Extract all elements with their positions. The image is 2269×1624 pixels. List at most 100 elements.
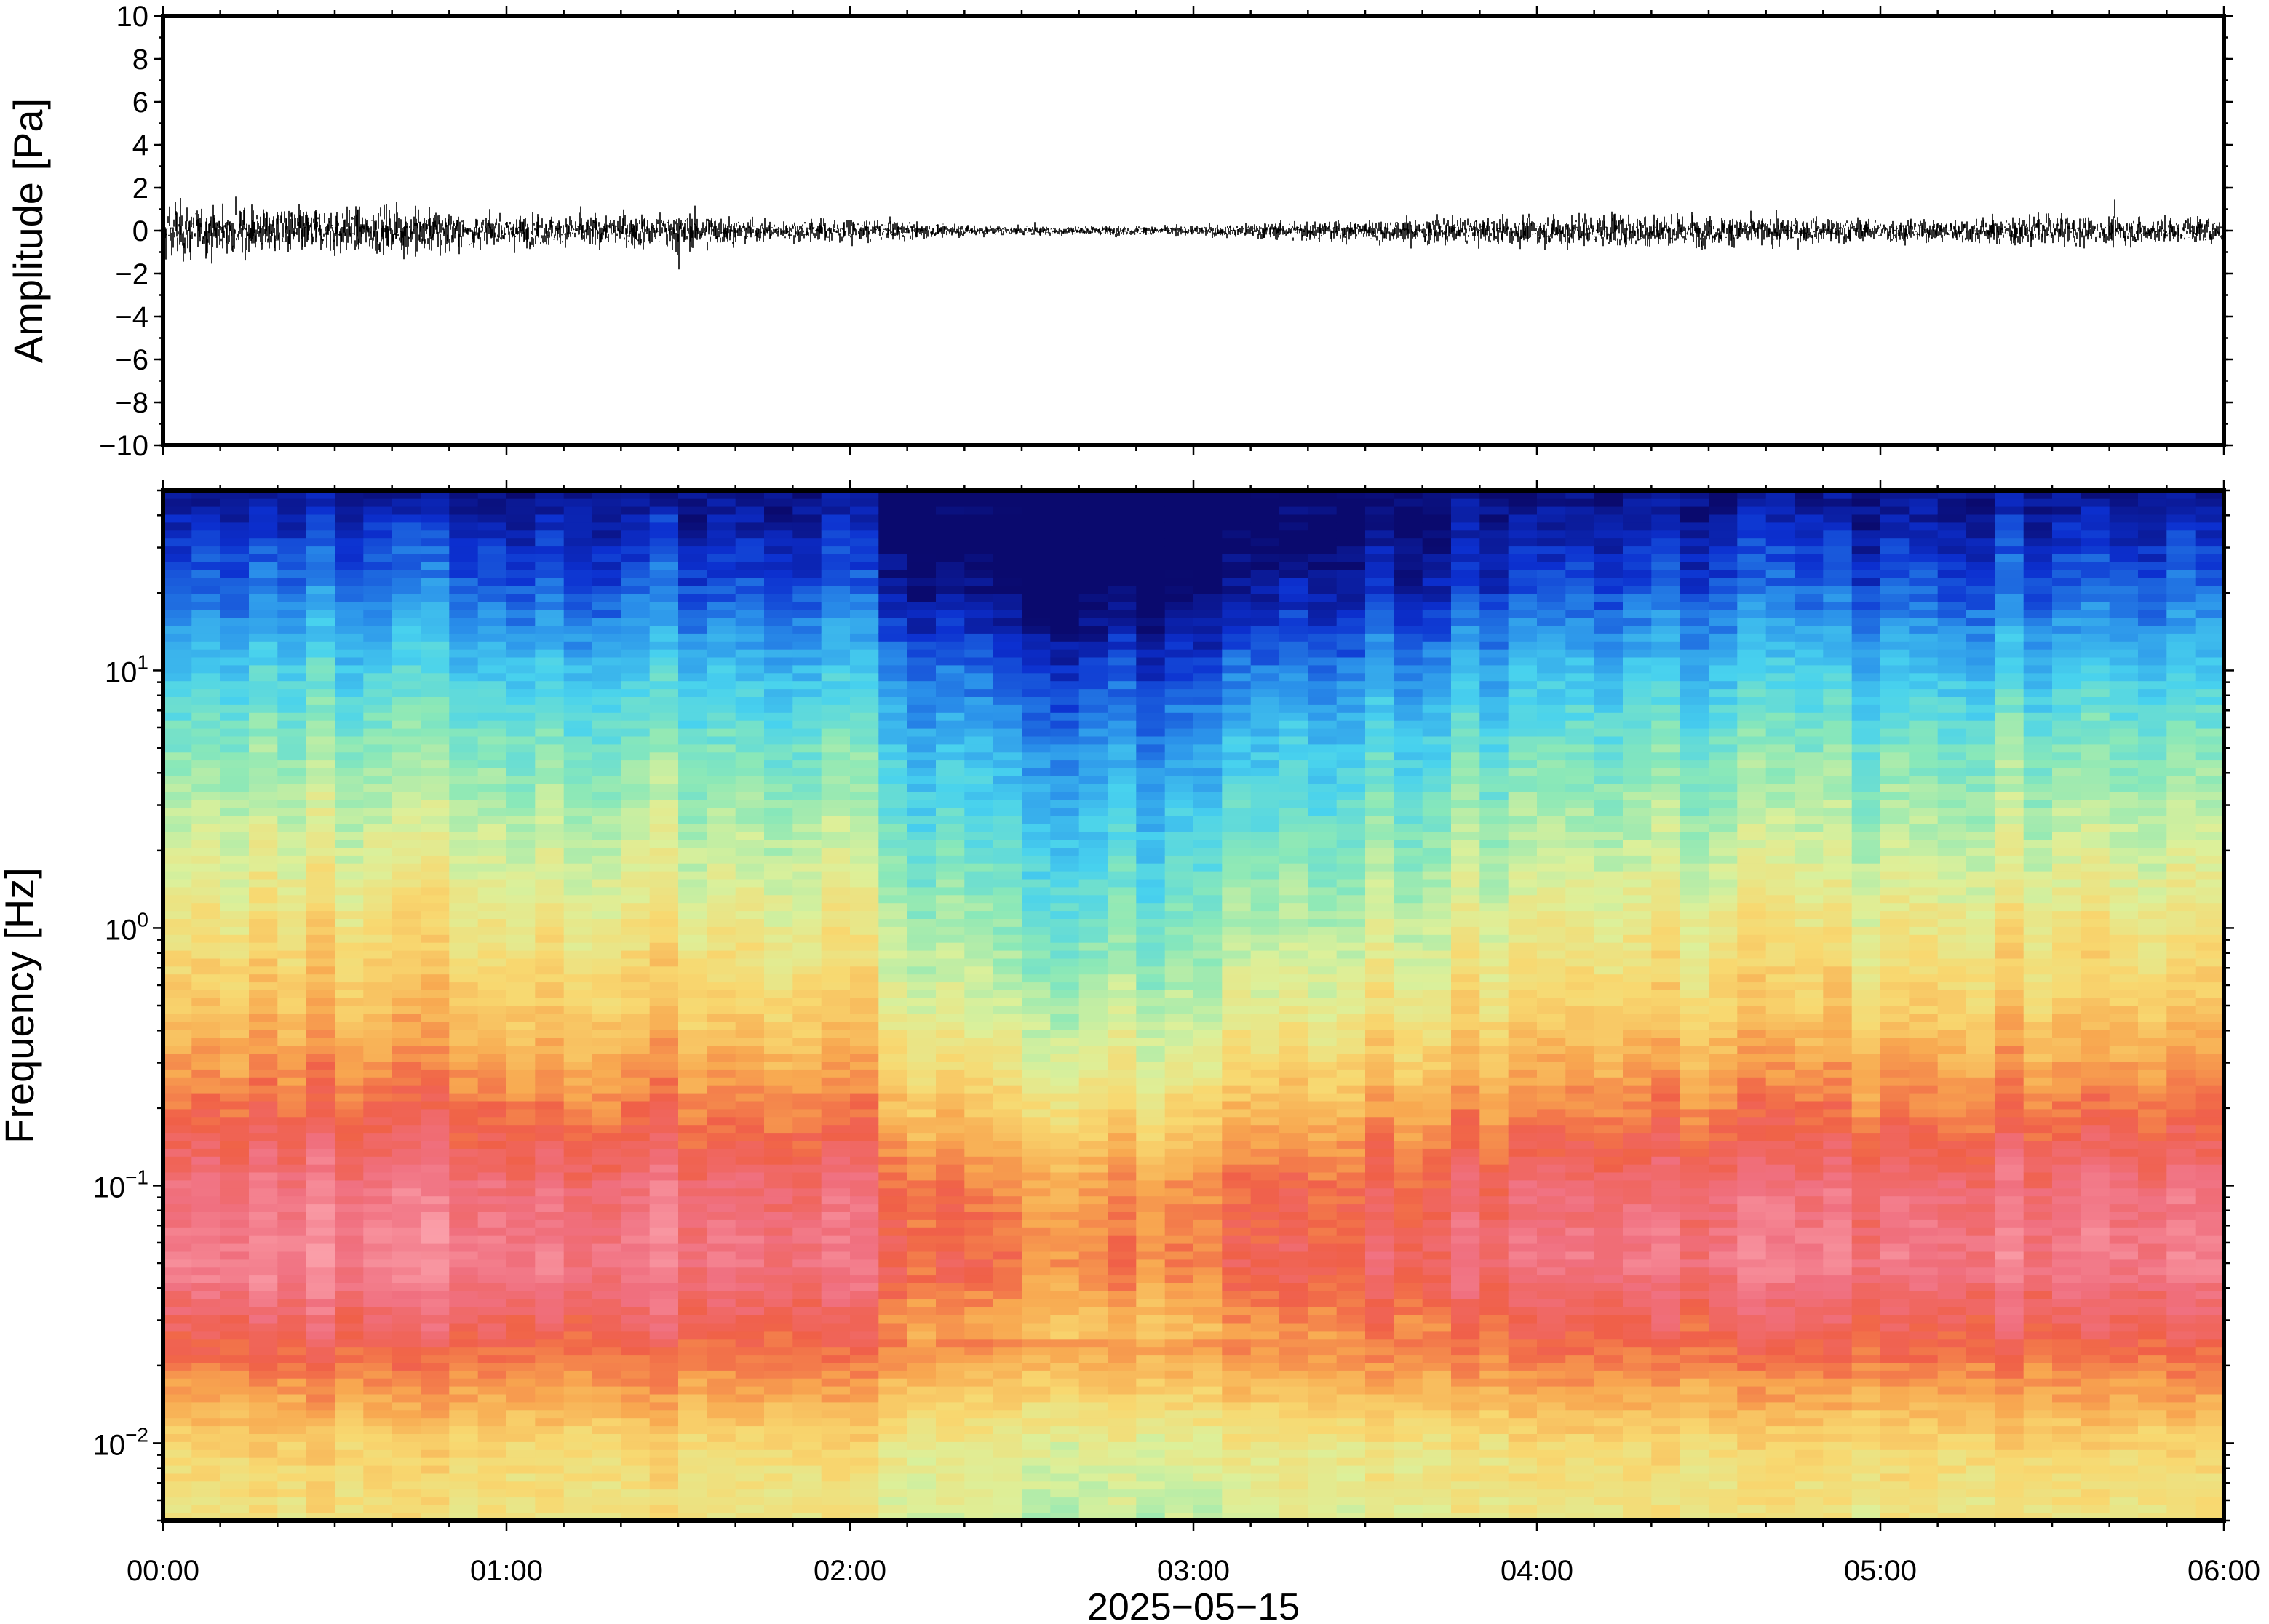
spectrogram-cell [335, 1251, 365, 1260]
spectrogram-cell [277, 807, 307, 816]
spectrogram-cell [678, 593, 708, 602]
spectrogram-cell [878, 768, 908, 776]
spectrogram-cell [249, 982, 279, 990]
spectrogram-cell [191, 1330, 221, 1340]
spectrogram-cell [449, 1006, 479, 1014]
spectrogram-cell [907, 791, 937, 800]
spectrogram-cell [1050, 1377, 1080, 1387]
spectrogram-cell [1078, 1187, 1108, 1197]
spectrogram-cell [449, 1195, 479, 1205]
spectrogram-cell [277, 546, 307, 554]
spectrogram-cell [277, 585, 307, 594]
spectrogram-cell [421, 562, 450, 570]
spectrogram-cell [764, 656, 794, 666]
spectrogram-cell [191, 1465, 221, 1474]
spectrogram-cell [449, 1505, 479, 1513]
spectrogram-cell [1136, 530, 1166, 539]
spectrogram-cell [163, 1021, 193, 1030]
spectrogram-cell [964, 815, 994, 824]
spectrogram-cell [563, 712, 593, 721]
spectrogram-cell [306, 926, 335, 935]
spectrogram-cell [850, 1243, 880, 1252]
spectrogram-cell [678, 752, 708, 761]
spectrogram-cell [249, 1108, 279, 1118]
spectrogram-cell [449, 990, 479, 998]
spectrogram-cell [220, 736, 250, 745]
spectrogram-cell [191, 784, 221, 792]
spectrogram-cell [649, 696, 679, 705]
spectrogram-cell [649, 1283, 679, 1291]
spectrogram-cell [449, 1203, 479, 1212]
spectrogram-cell [707, 601, 736, 610]
spectrogram-cell [678, 1314, 708, 1324]
spectrogram-cell [477, 530, 507, 539]
spectrogram-cell [993, 1140, 1022, 1149]
spectrogram-cell [220, 1029, 250, 1038]
spectrogram-cell [1164, 554, 1194, 562]
spectrogram-cell [821, 1013, 851, 1022]
spectrogram-cell [764, 1370, 794, 1379]
spectrogram-cell [392, 1433, 421, 1442]
spectrogram-cell [449, 784, 479, 792]
spectrogram-cell [563, 1433, 593, 1442]
spectrogram-cell [421, 680, 450, 690]
spectrogram-cell [1136, 1045, 1166, 1054]
spectrogram-cell [477, 791, 507, 800]
spectrogram-cell [678, 744, 708, 753]
spectrogram-cell [1022, 934, 1052, 943]
spectrogram-cell [792, 704, 822, 713]
spectrogram-cell [220, 1377, 250, 1387]
spectrogram-cell [1193, 1227, 1223, 1236]
spectrogram-cell [1193, 1116, 1223, 1126]
spectrogram-cell [220, 1417, 250, 1427]
spectrogram-cell [1050, 609, 1080, 618]
spectrogram-cell [1078, 1465, 1108, 1474]
spectrogram-cell [678, 728, 708, 737]
spectrogram-cell [592, 926, 622, 935]
spectrogram-cell [421, 918, 450, 927]
spectrogram-cell [277, 760, 307, 768]
spectrogram-cell [764, 585, 794, 594]
spectrogram-cell [792, 593, 822, 602]
spectrogram-cell [964, 839, 994, 848]
spectrogram-cell [1108, 530, 1137, 539]
spectrogram-cell [306, 609, 335, 618]
spectrogram-cell [964, 498, 994, 507]
spectrogram-cell [764, 760, 794, 768]
spectrogram-cell [621, 530, 651, 539]
spectrogram-cell [535, 815, 565, 824]
spectrogram-cell [649, 1132, 679, 1141]
spectrogram-cell [392, 1306, 421, 1315]
spectrogram-cell [936, 554, 966, 562]
spectrogram-cell [249, 704, 279, 713]
spectrogram-cell [907, 870, 937, 880]
spectrogram-cell [735, 744, 765, 753]
spectrogram-cell [563, 958, 593, 967]
spectrogram-cell [1108, 1441, 1137, 1450]
spectrogram-cell [850, 894, 880, 904]
spectrogram-cell [964, 696, 994, 705]
spectrogram-cell [678, 569, 708, 578]
spectrogram-cell [163, 1457, 193, 1466]
spectrogram-cell [249, 1275, 279, 1283]
spectrogram-cell [563, 1124, 593, 1134]
spectrogram-cell [678, 878, 708, 888]
spectrogram-cell [649, 625, 679, 634]
spectrogram-cell [1050, 1267, 1080, 1276]
spectrogram-cell [392, 855, 421, 864]
spectrogram-cell [477, 847, 507, 856]
spectrogram-cell [936, 1409, 966, 1419]
spectrogram-cell [821, 1338, 851, 1348]
spectrogram-cell [220, 1370, 250, 1379]
spectrogram-cell [735, 1124, 765, 1134]
spectrogram-cell [421, 1108, 450, 1118]
spectrogram-cell [621, 1505, 651, 1513]
spectrogram-cell [335, 1211, 365, 1220]
spectrogram-cell [1078, 1195, 1108, 1205]
spectrogram-cell [163, 1489, 193, 1498]
spectrogram-cell [163, 1354, 193, 1363]
spectrogram-cell [1108, 998, 1137, 1006]
spectrogram-cell [792, 982, 822, 990]
spectrogram-cell [1136, 1433, 1166, 1442]
spectrogram-cell [936, 974, 966, 983]
